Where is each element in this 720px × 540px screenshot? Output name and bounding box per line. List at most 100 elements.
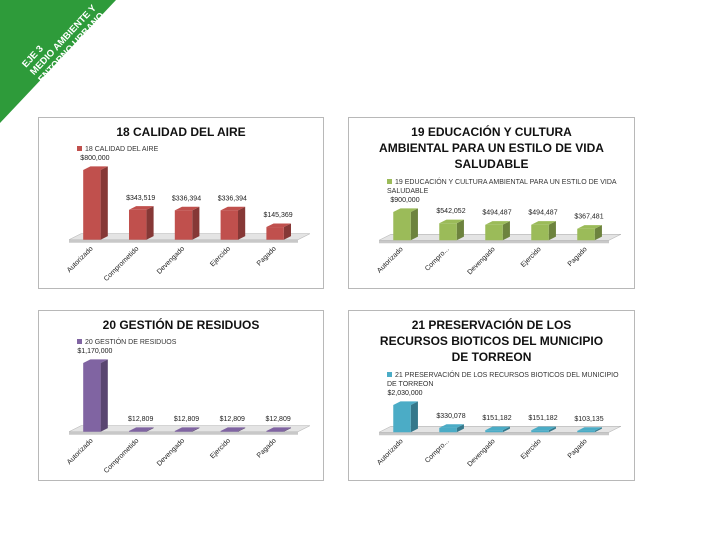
legend-text: 18 CALIDAD DEL AIRE xyxy=(85,146,159,154)
plot: $800,000 Autorizado $343,519 Comprometido $3… xyxy=(66,155,311,283)
chart-panel: 21 PRESERVACIÓN DE LOS RECURSOS BIOTICOS… xyxy=(348,310,635,481)
value-label: $12,809 xyxy=(174,416,199,423)
bar-side xyxy=(456,219,464,240)
value-label: $800,000 xyxy=(80,155,109,162)
value-label: $494,487 xyxy=(528,209,557,216)
floor-edge xyxy=(69,432,298,435)
bar xyxy=(577,228,595,240)
bar xyxy=(220,210,239,240)
bar xyxy=(266,431,284,432)
value-label: $494,487 xyxy=(482,209,511,216)
value-label: $343,519 xyxy=(126,195,155,202)
chart-panel: 20 GESTIÓN DE RESIDUOS 20 GESTIÓN DE RESI… xyxy=(38,310,324,481)
bar xyxy=(174,431,193,432)
bar-top xyxy=(531,426,556,430)
bar-top xyxy=(128,206,154,211)
value-label: $336,394 xyxy=(172,196,201,203)
x-tick-label: Comprometido xyxy=(103,246,140,283)
bar-top xyxy=(577,224,602,229)
chart-panel: 19 EDUCACIÓN Y CULTURA AMBIENTAL PARA UN… xyxy=(348,117,635,289)
x-tick-label: Ejercido xyxy=(520,246,543,269)
bar-top xyxy=(393,208,418,212)
x-tick-label: Ejercido xyxy=(209,438,232,461)
x-tick-label: Autorizado xyxy=(376,438,405,467)
bar-top xyxy=(485,426,510,430)
legend-text: 21 PRESERVACIÓN DE LOS RECURSOS BIOTICOS… xyxy=(387,371,619,388)
bar-side xyxy=(410,208,418,240)
value-label: $145,369 xyxy=(263,212,292,219)
bar-side xyxy=(548,220,556,240)
bar xyxy=(485,224,503,240)
bar-top xyxy=(266,427,292,432)
value-label: $367,481 xyxy=(574,213,603,220)
bar-top xyxy=(83,166,108,171)
legend-swatch xyxy=(77,146,82,152)
chart-title: 18 CALIDAD DEL AIRE xyxy=(116,125,246,139)
bar xyxy=(83,363,101,432)
value-label: $900,000 xyxy=(390,197,419,204)
x-tick-label: Pagado xyxy=(567,246,589,268)
legend: 19 EDUCACIÓN Y CULTURA AMBIENTAL PARA UN… xyxy=(349,175,634,196)
value-label: $151,182 xyxy=(482,415,511,422)
bar xyxy=(220,431,239,432)
x-tick-label: Devengado xyxy=(466,246,496,276)
bar-side xyxy=(100,359,108,432)
legend-swatch xyxy=(387,178,392,184)
x-tick-label: Ejercido xyxy=(209,246,232,269)
value-label: $12,809 xyxy=(128,416,153,423)
bar-top xyxy=(174,207,200,211)
x-tick-label: Autorizado xyxy=(66,438,95,467)
bar xyxy=(174,210,193,240)
x-tick-label: Comprometido xyxy=(103,438,140,475)
bar-side xyxy=(502,220,510,240)
bar-side xyxy=(238,427,246,432)
bar xyxy=(531,429,549,432)
bar-side xyxy=(192,207,200,240)
legend: 18 CALIDAD DEL AIRE xyxy=(39,142,323,154)
bar xyxy=(266,227,284,240)
value-label: $336,394 xyxy=(218,196,247,203)
bar-side xyxy=(146,206,154,240)
x-tick-label: Autorizado xyxy=(376,246,405,275)
x-tick-label: Compro... xyxy=(424,246,451,273)
chart-title: 19 EDUCACIÓN Y CULTURA AMBIENTAL PARA UN… xyxy=(379,125,604,172)
bar-side xyxy=(502,426,510,432)
bar xyxy=(393,404,411,432)
bar xyxy=(83,170,101,240)
bar-top xyxy=(393,401,418,405)
legend-text: 19 EDUCACIÓN Y CULTURA AMBIENTAL PARA UN… xyxy=(387,178,617,195)
bar-side xyxy=(410,401,418,432)
bar-side xyxy=(283,223,292,240)
floor-edge xyxy=(379,240,609,243)
bar-top xyxy=(485,220,510,225)
bar-side xyxy=(456,423,464,432)
banner: EJE 3 MEDIO AMBIENTE Y ENTORNO URBANO xyxy=(0,0,116,123)
bar-side xyxy=(146,427,154,432)
bar xyxy=(531,224,549,240)
bar-top xyxy=(439,219,464,223)
bar xyxy=(485,429,503,432)
bar-top xyxy=(577,427,602,431)
bar-side xyxy=(594,224,602,240)
bar xyxy=(439,427,457,432)
value-label: $12,809 xyxy=(265,416,290,423)
legend-swatch xyxy=(77,339,82,345)
chart-title: 20 GESTIÓN DE RESIDUOS xyxy=(102,318,260,332)
x-tick-label: Devengado xyxy=(156,246,186,276)
bar xyxy=(393,211,411,240)
value-label: $151,182 xyxy=(528,415,557,422)
bar-side xyxy=(192,427,200,432)
bar-side xyxy=(238,207,246,240)
bar-top xyxy=(220,207,246,211)
x-tick-label: Devengado xyxy=(466,438,496,468)
bar xyxy=(577,430,595,432)
x-tick-label: Autorizado xyxy=(66,246,95,275)
x-tick-label: Devengado xyxy=(156,438,186,468)
bar-side xyxy=(100,166,108,240)
x-tick-label: Compro... xyxy=(424,438,451,465)
bar-top xyxy=(439,423,464,428)
bar-top xyxy=(83,359,108,364)
x-tick-label: Ejercido xyxy=(520,438,543,461)
bar-top xyxy=(128,427,154,432)
